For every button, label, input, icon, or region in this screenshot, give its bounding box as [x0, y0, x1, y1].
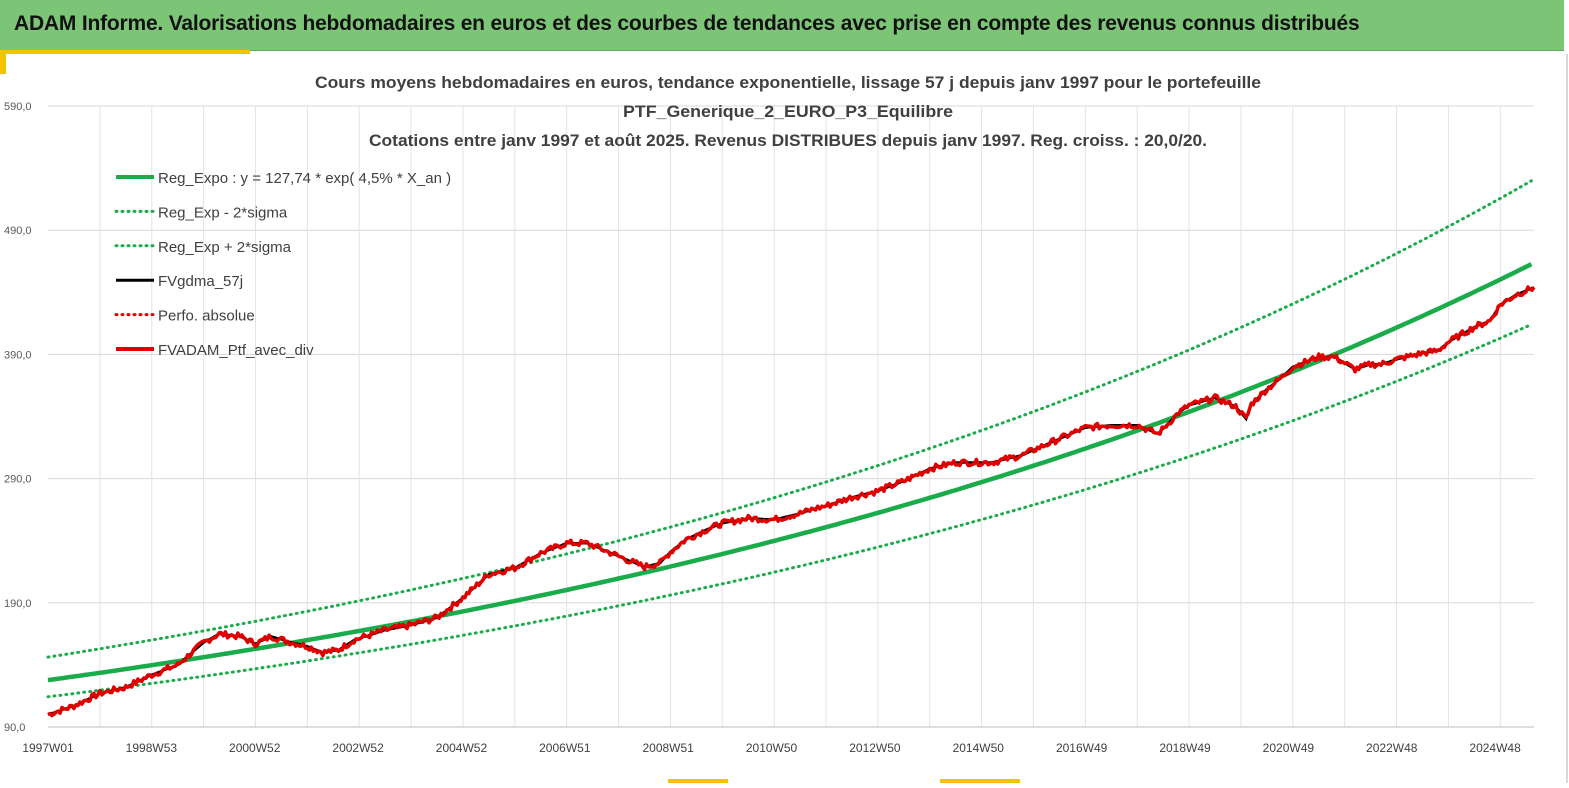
legend-label: Perfo. absolue [158, 308, 255, 325]
legend-label: Reg_Exp + 2*sigma [158, 239, 292, 256]
chart-title-line: PTF_Generique_2_EURO_P3_Equilibre [623, 102, 953, 121]
y-tick-label: 390,0 [4, 349, 32, 361]
x-tick-label: 2020W49 [1263, 741, 1315, 755]
footer-accent [940, 779, 1020, 783]
legend: Reg_Expo : y = 127,74 * exp( 4,5% * X_an… [114, 170, 451, 359]
y-tick-label: 590,0 [4, 101, 32, 113]
grid [48, 105, 1534, 728]
x-tick-label: 1997W01 [22, 741, 74, 755]
y-tick-label: 90,0 [4, 722, 25, 734]
chart-title-line: Cotations entre janv 1997 et août 2025. … [369, 131, 1207, 150]
x-tick-label: 2014W50 [953, 741, 1005, 755]
footer-accent [668, 779, 728, 783]
x-tick-label: 2012W50 [849, 741, 901, 755]
legend-label: Reg_Exp - 2*sigma [158, 204, 288, 221]
y-tick-label: 490,0 [4, 225, 32, 237]
legend-label: Reg_Expo : y = 127,74 * exp( 4,5% * X_an… [158, 170, 451, 187]
x-tick-label: 1998W53 [126, 741, 178, 755]
x-axis-labels: 1997W01 1998W53 2000W52 2002W52 2004W52 2006W… [22, 741, 1521, 755]
x-tick-label: 2016W49 [1056, 741, 1108, 755]
x-tick-label: 2006W51 [539, 741, 591, 755]
x-tick-label: 2004W52 [436, 741, 488, 755]
series-lines [46, 179, 1536, 718]
y-tick-label: 290,0 [4, 474, 32, 486]
legend-label: FVADAM_Ptf_avec_div [158, 342, 314, 359]
x-tick-label: 2022W48 [1366, 741, 1418, 755]
x-tick-label: 2010W50 [746, 741, 798, 755]
reg-expo-line [47, 262, 1533, 683]
accent-bar-top [6, 50, 250, 54]
chart-frame: 90,0 190,0 290,0 390,0 490,0 590,0 1997W01 199… [0, 54, 1568, 783]
x-tick-label: 2000W52 [229, 741, 281, 755]
chart-titles: Cours moyens hebdomadaires en euros, ten… [315, 73, 1261, 150]
fvadam-ptf-avec-div-line [47, 285, 1536, 718]
x-tick-label: 2018W49 [1159, 741, 1211, 755]
legend-label: FVgdma_57j [158, 273, 243, 290]
y-axis-labels: 90,0 190,0 290,0 390,0 490,0 590,0 [4, 101, 32, 734]
reg-exp-plus-2sigma-line [46, 179, 1533, 659]
chart-title-line: Cours moyens hebdomadaires en euros, ten… [315, 73, 1261, 92]
reg-exp-minus-2sigma-line [46, 323, 1533, 699]
accent-bar-left [0, 50, 6, 74]
x-tick-label: 2002W52 [332, 741, 384, 755]
y-tick-label: 190,0 [4, 598, 32, 610]
x-tick-label: 2008W51 [642, 741, 694, 755]
header-banner: ADAM Informe. Valorisations hebdomadaire… [0, 0, 1564, 51]
page-title: ADAM Informe. Valorisations hebdomadaire… [14, 12, 1360, 35]
x-tick-label: 2024W48 [1469, 741, 1521, 755]
